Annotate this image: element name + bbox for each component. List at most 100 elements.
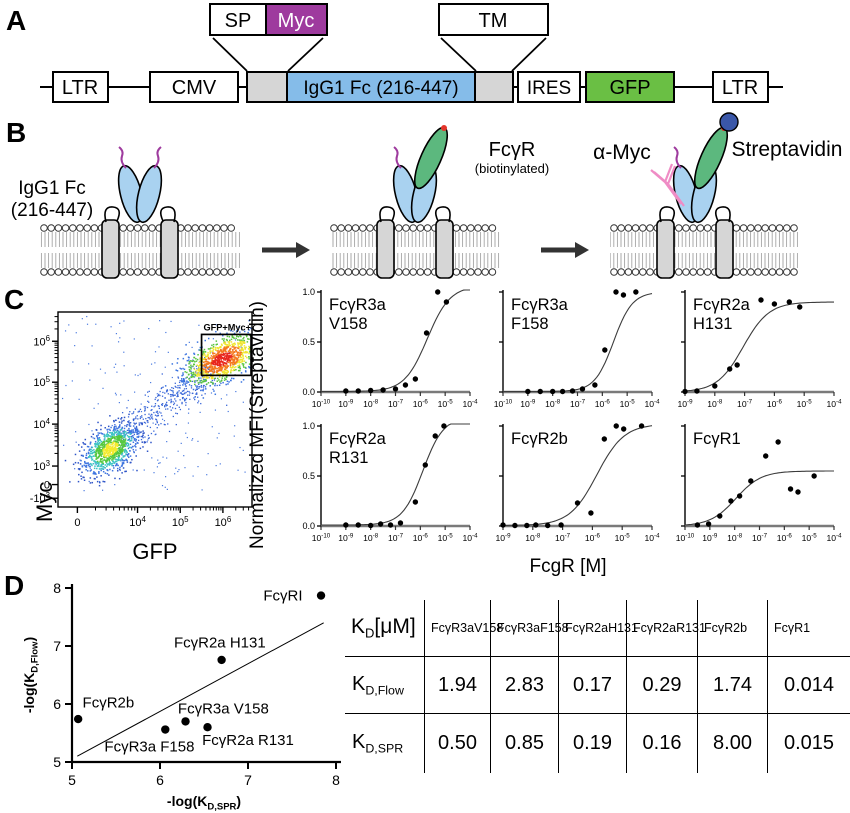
- x-tick-label: 10-4: [644, 399, 660, 409]
- x-tick-label: 10-9: [338, 533, 354, 543]
- data-point: [512, 522, 518, 529]
- x-tick-label: 8: [332, 772, 340, 788]
- fit-curve: [684, 301, 834, 392]
- hinge-loop: [379, 206, 396, 223]
- lipid-head: [775, 224, 784, 232]
- subplot-title: V158: [329, 315, 368, 333]
- lipid-head: [40, 224, 48, 232]
- table-value-cell: 0.29: [626, 656, 697, 713]
- data-point: [367, 387, 374, 394]
- binding-curve-FcγR3a-V158: 1.0 0.5 0.0 10-10 10-9 10-8 10-7 10-6 10-5 10-4 Fc…: [302, 287, 478, 409]
- subplot-title: H131: [693, 315, 732, 333]
- data-point: [443, 299, 450, 305]
- lipid-head: [184, 268, 192, 276]
- x-tick-label: 10-5: [797, 399, 813, 409]
- lipid-head: [682, 268, 690, 276]
- lipid-head: [205, 268, 214, 276]
- lipid-head: [732, 268, 741, 276]
- lipid-head: [47, 268, 56, 276]
- data-point: [787, 486, 794, 492]
- scatter-point: [73, 714, 83, 724]
- scatter-point-label: FcγR2b: [83, 694, 135, 711]
- arrow-icon: [262, 242, 310, 258]
- data-point: [545, 522, 551, 529]
- insert-connector-lines: [212, 37, 547, 72]
- lipid-head: [76, 224, 84, 232]
- lipid-head: [423, 268, 432, 276]
- lipid-tails: [40, 232, 240, 247]
- table-value-cell: 0.17: [558, 656, 626, 713]
- biotin-dot: [441, 125, 447, 131]
- lipid-head: [790, 224, 798, 232]
- x-tick-label: 10-7: [388, 399, 404, 409]
- y-tick-label: 0.0: [302, 521, 315, 531]
- myc-tag-squiggle: [393, 146, 402, 169]
- lipid-head: [366, 224, 374, 232]
- binding-curve-FcγR2b: 10-9 10-8 10-7 10-6 10-5 10-4 FcγR2b: [495, 423, 660, 543]
- lipid-tails: [610, 253, 800, 268]
- data-point: [377, 521, 384, 527]
- lipid-head: [330, 224, 338, 232]
- lipid-head: [366, 268, 374, 276]
- table-column-header: FcγR3a F158: [490, 600, 569, 656]
- x-tick-label: 10-9: [338, 399, 354, 409]
- lipid-head: [198, 268, 207, 276]
- lipid-head: [119, 224, 127, 232]
- table-column-header: FcγR2a R131: [626, 600, 706, 656]
- x-tick-label: 10-8: [525, 533, 541, 543]
- data-point: [620, 426, 627, 432]
- lipid-head: [488, 224, 497, 232]
- lipid-head: [133, 224, 142, 232]
- lipid-head: [703, 268, 712, 276]
- data-point: [728, 498, 734, 504]
- y-tick-label: 8: [53, 580, 61, 596]
- lipid-head: [359, 268, 367, 276]
- y-tick-label: -103: [30, 491, 51, 505]
- x-tick-label: 10-8: [707, 399, 723, 409]
- table-value-cell: 1.94: [424, 656, 490, 713]
- hinge-loop: [159, 206, 176, 223]
- data-point: [613, 289, 619, 295]
- fit-curve: [684, 470, 834, 526]
- lipid-head: [90, 224, 99, 232]
- lipid-head: [69, 268, 77, 276]
- lipid-head: [790, 268, 798, 276]
- y-tick-label: 0.5: [302, 337, 315, 347]
- lipid-head: [459, 224, 468, 232]
- hinge-loop: [714, 206, 731, 223]
- y-tick-label: 1.0: [302, 421, 315, 431]
- scatter-point-label: FcγR2a H131: [174, 635, 266, 652]
- table-value-cell: 0.014: [767, 656, 850, 713]
- lipid-head: [617, 224, 626, 232]
- data-point: [343, 522, 349, 528]
- binding-curve-FcγR2a-R131: 1.0 0.5 0.0 10-10 10-9 10-8 10-7 10-6 10-5 10-4 Fc…: [302, 421, 478, 543]
- lipid-head: [646, 224, 654, 232]
- lipid-head: [330, 268, 338, 276]
- lipid-head: [754, 268, 762, 276]
- alpha-myc-label: α-Myc: [593, 141, 651, 164]
- data-point: [602, 347, 608, 353]
- tm-domain: [715, 219, 734, 279]
- lipid-head: [141, 268, 149, 276]
- data-point: [392, 386, 399, 392]
- gfp-myc-gate: [200, 333, 252, 377]
- lipid-head: [351, 268, 360, 276]
- gate-label: GFP+Myc+: [204, 322, 252, 332]
- lipid-head: [754, 224, 762, 232]
- scatter-point-label: FcγR3a V158: [178, 701, 269, 718]
- x-tick-label: 10-7: [388, 533, 404, 543]
- x-tick-label: 10-8: [727, 533, 743, 543]
- myc-box-label: Myc: [278, 10, 315, 32]
- lipid-head: [198, 224, 207, 232]
- lipid-head: [148, 268, 156, 276]
- y-tick-label: 7: [53, 638, 61, 654]
- data-point: [537, 388, 543, 395]
- lipid-head: [459, 268, 468, 276]
- lipid-head: [610, 268, 618, 276]
- scatter-point-label: FcγR3a F158: [104, 738, 194, 755]
- lipid-head: [631, 268, 640, 276]
- lipid-head: [423, 224, 432, 232]
- lipid-head: [761, 268, 770, 276]
- lipid-head: [213, 224, 221, 232]
- data-point: [633, 289, 639, 295]
